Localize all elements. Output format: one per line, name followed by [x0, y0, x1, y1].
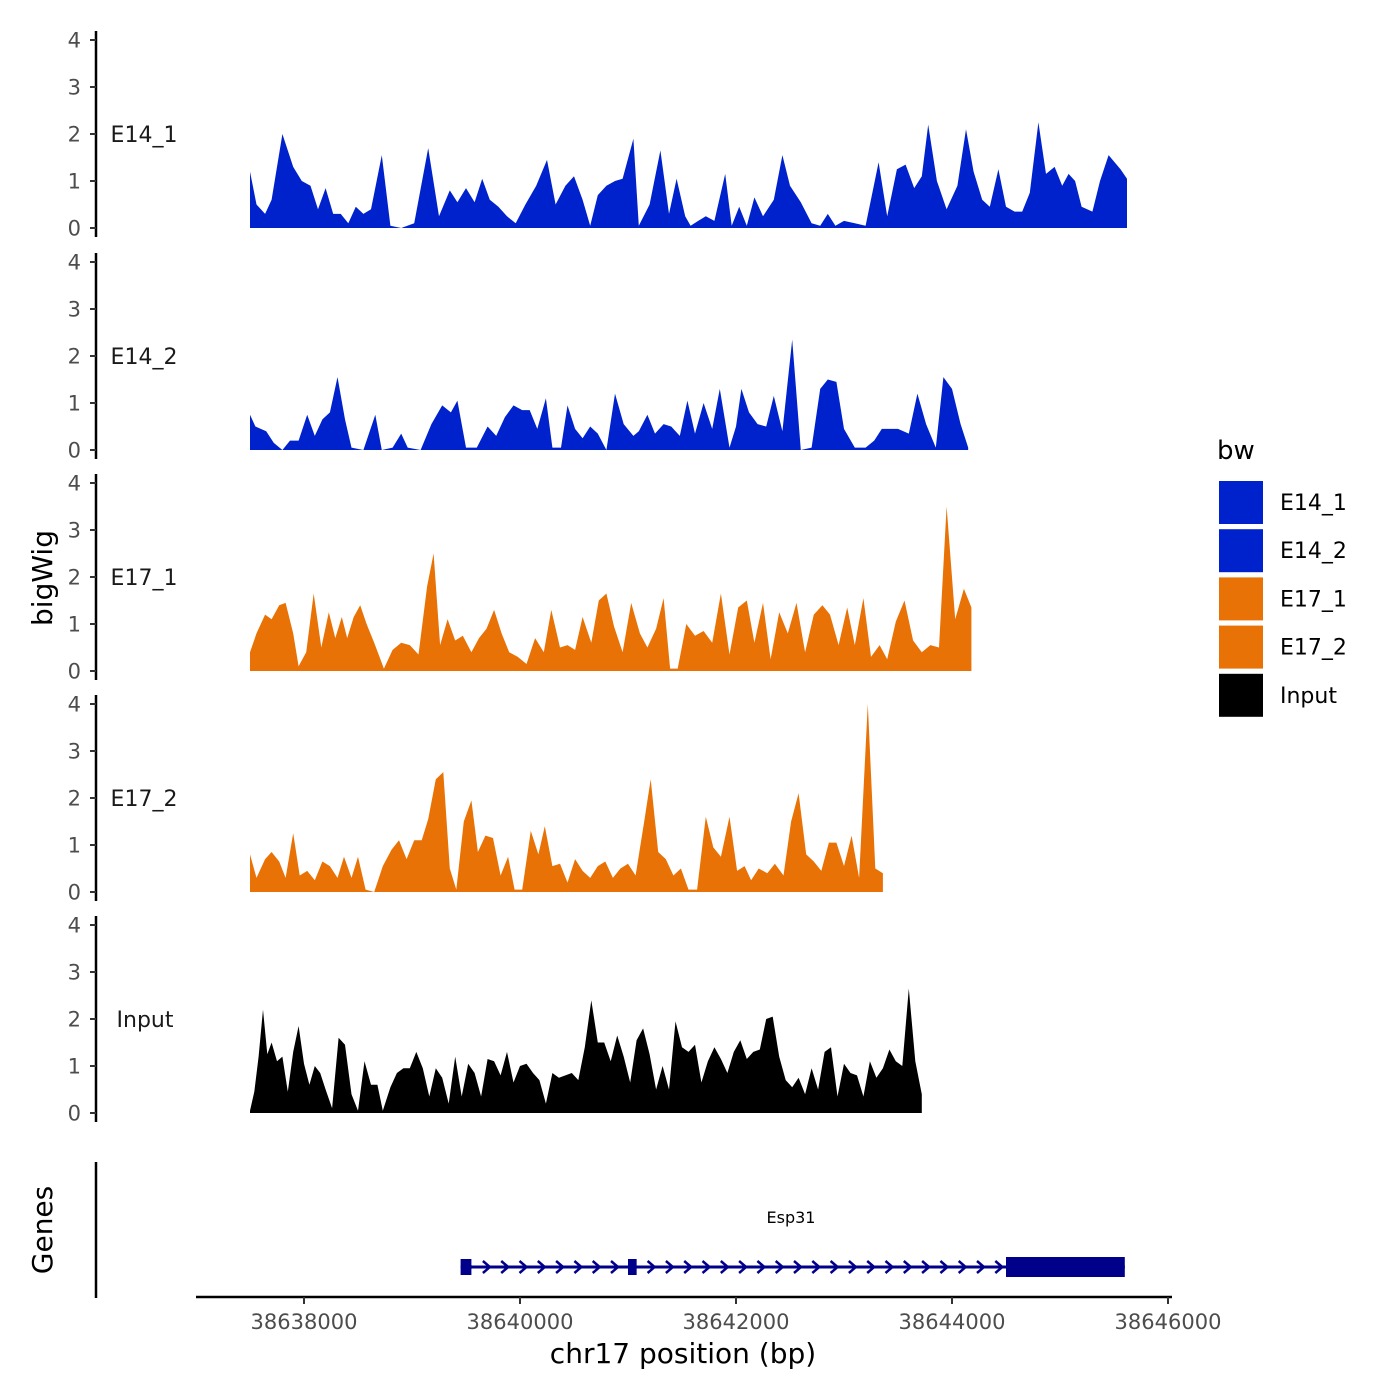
strand-arrow [976, 1260, 986, 1274]
genes-track-label: Genes [26, 1186, 59, 1274]
strand-arrow [482, 1260, 492, 1274]
track-e14-1: 0 1 2 3 4 E14_1 [68, 29, 1127, 241]
strand-arrow [921, 1260, 932, 1274]
coverage-tracks: 0 1 2 3 4 E14_1 0 1 2 3 4 E14_2 0 1 2 3 4 E17_1 0 1 2 3 4 E17_2… [68, 29, 1127, 1126]
y-tick-label: 2 [68, 1008, 81, 1032]
legend-key [1219, 625, 1263, 669]
gene-exon [460, 1259, 472, 1275]
track-label: E14_2 [111, 345, 178, 370]
gene-exon [628, 1259, 637, 1275]
y-axis-title: bigWig [26, 530, 59, 626]
track-label: E14_1 [111, 123, 178, 148]
y-tick-label: 0 [68, 1102, 81, 1126]
strand-arrow [957, 1260, 968, 1274]
y-tick-label: 4 [68, 29, 81, 53]
strand-arrow [573, 1260, 584, 1274]
gene-model-esp31 [460, 1257, 1125, 1277]
y-tick-label: 4 [68, 914, 81, 938]
track-label: E17_1 [111, 566, 178, 591]
strand-arrow [866, 1260, 877, 1274]
y-tick-label: 1 [68, 1055, 81, 1079]
y-tick-label: 2 [68, 345, 81, 369]
strand-arrow [793, 1260, 803, 1274]
track-e17-1: 0 1 2 3 4 E17_1 [68, 472, 972, 684]
strand-arrow [665, 1260, 675, 1274]
strand-arrow [683, 1260, 694, 1274]
strand-arrow [829, 1260, 840, 1274]
strand-arrow [939, 1260, 950, 1274]
coverage-area [250, 506, 972, 671]
y-tick-label: 0 [68, 660, 81, 684]
y-tick-label: 1 [68, 170, 81, 194]
track-label: E17_2 [111, 787, 178, 812]
track-input: 0 1 2 3 4 Input [68, 914, 922, 1126]
legend-label: Input [1280, 684, 1337, 709]
strand-arrow [500, 1260, 511, 1274]
legend-label: E17_2 [1280, 636, 1347, 661]
track-label: Input [117, 1008, 174, 1033]
strand-arrow [536, 1260, 547, 1274]
gene-exon [1006, 1257, 1125, 1277]
strand-arrow [902, 1260, 913, 1274]
legend-key [1219, 481, 1263, 524]
legend-label: E17_1 [1280, 587, 1347, 612]
coverage-area [250, 704, 883, 892]
strand-arrow [719, 1260, 730, 1274]
strand-arrow [994, 1260, 1005, 1274]
legend-key [1219, 673, 1263, 717]
y-tick-label: 3 [68, 76, 81, 100]
x-tick-label: 38638000 [251, 1310, 358, 1334]
strand-arrow [738, 1260, 749, 1274]
x-axis-title: chr17 position (bp) [550, 1337, 816, 1370]
y-tick-label: 3 [68, 740, 81, 764]
x-tick-label: 38646000 [1115, 1310, 1222, 1334]
legend: bw E14_1 E14_2 E17_1 E17_2 Input [1217, 436, 1347, 717]
y-tick-label: 0 [68, 217, 81, 241]
coverage-area [250, 122, 1127, 228]
strand-arrow [848, 1260, 858, 1274]
genes-track: Genes Esp31 [26, 1162, 1125, 1298]
track-e14-2: 0 1 2 3 4 E14_2 [68, 251, 969, 463]
track-e17-2: 0 1 2 3 4 E17_2 [68, 693, 883, 905]
legend-key [1219, 577, 1263, 621]
y-tick-label: 4 [68, 472, 81, 496]
y-tick-label: 0 [68, 881, 81, 905]
strand-arrow [811, 1260, 822, 1274]
y-tick-label: 0 [68, 439, 81, 463]
gene-name-label: Esp31 [767, 1208, 816, 1227]
strand-arrow [756, 1260, 767, 1274]
legend-label: E14_2 [1280, 539, 1347, 564]
y-tick-label: 3 [68, 519, 81, 543]
legend-label: E14_1 [1280, 491, 1347, 516]
y-tick-label: 2 [68, 787, 81, 811]
y-tick-label: 3 [68, 298, 81, 322]
y-tick-label: 1 [68, 392, 81, 416]
strand-arrow [555, 1260, 566, 1274]
legend-title: bw [1217, 436, 1255, 466]
y-tick-label: 2 [68, 123, 81, 147]
y-tick-label: 3 [68, 961, 81, 985]
strand-arrow [774, 1260, 785, 1274]
x-tick-label: 38640000 [467, 1310, 574, 1334]
strand-arrow [646, 1260, 657, 1274]
y-tick-label: 1 [68, 834, 81, 858]
strand-arrow [591, 1260, 602, 1274]
x-axis: 38638000 38640000 38642000 38644000 38646000 [196, 1295, 1222, 1334]
strand-arrow [610, 1260, 620, 1274]
legend-key [1219, 529, 1263, 573]
y-tick-label: 1 [68, 613, 81, 637]
x-tick-label: 38644000 [899, 1310, 1006, 1334]
strand-arrow [518, 1260, 529, 1274]
strand-arrow [701, 1260, 712, 1274]
strand-arrow [884, 1260, 895, 1274]
y-tick-label: 2 [68, 566, 81, 590]
y-tick-label: 4 [68, 251, 81, 275]
coverage-area [250, 988, 922, 1113]
y-tick-label: 4 [68, 693, 81, 717]
coverage-area [250, 339, 969, 450]
x-tick-label: 38642000 [683, 1310, 790, 1334]
